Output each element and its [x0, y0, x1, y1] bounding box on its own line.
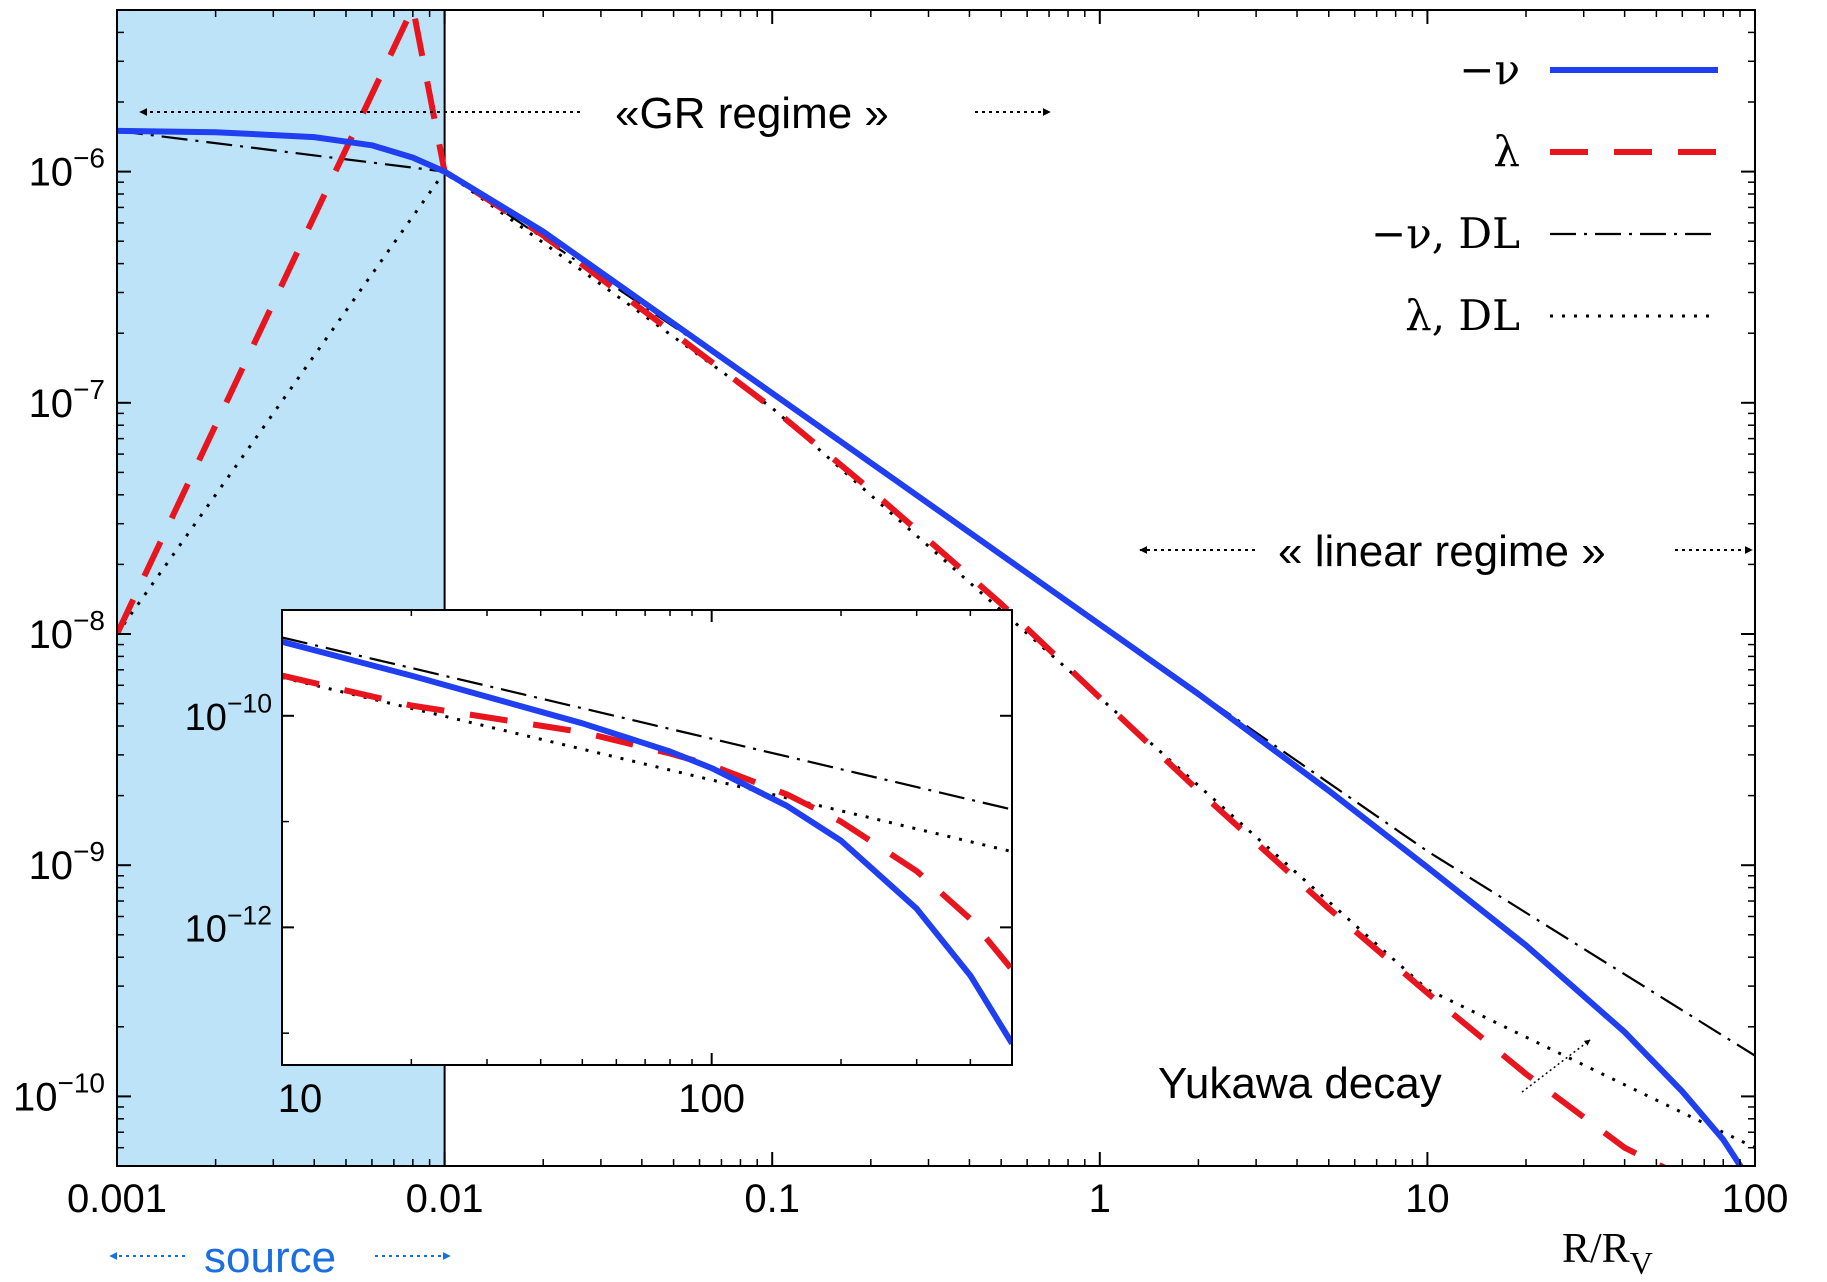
y-tick-label: 10−9: [29, 836, 105, 888]
inset-y-tick-label: 10−10: [185, 689, 272, 739]
yukawa-label: Yukawa decay: [1158, 1059, 1442, 1108]
y-tick-label: 10−7: [29, 374, 105, 426]
main-series-dotted: [117, 170, 1755, 1150]
inset-series-solid: [282, 638, 1012, 1045]
x-tick-label: 0.1: [744, 1177, 800, 1221]
x-tick-label: 0.01: [406, 1177, 484, 1221]
inset-series-dashdot: [282, 636, 1012, 811]
legend: −ν λ −ν, DL λ, DL: [1371, 45, 1718, 340]
y-tick-label: 10−6: [29, 143, 105, 195]
main-series-group: [117, 10, 1755, 1166]
gr-regime-label: «GR regime »: [615, 89, 889, 138]
legend-label: −ν: [1459, 45, 1520, 94]
x-tick-label: 0.001: [67, 1177, 167, 1221]
main-plot-frame: [116, 9, 1756, 1167]
legend-label: −ν, DL: [1371, 209, 1520, 258]
main-series-dashed: [117, 10, 1668, 1166]
inset-series-group: [282, 636, 1012, 1045]
x-axis-label: R/RV: [1562, 1226, 1653, 1281]
inset-x-tick-label: 10: [278, 1077, 323, 1121]
legend-label: λ, DL: [1405, 291, 1520, 340]
legend-label: λ: [1493, 127, 1520, 176]
yukawa-arrow: [1521, 1039, 1591, 1093]
inset-series-dotted: [282, 676, 1012, 854]
y-tick-label: 10−8: [29, 605, 105, 657]
inset-frame: [281, 609, 1013, 1066]
inset-series-dashed: [282, 672, 1012, 972]
inset-ticks-group: 10 100 10−10 10−12: [185, 610, 1012, 1121]
y-tick-label: 10−10: [13, 1067, 105, 1119]
x-tick-label: 10: [1405, 1177, 1450, 1221]
main-ticks-group: 0.001 0.01 0.1 1 10 100 10−6 10−7 10−8 10−9 10−10: [13, 9, 1789, 1221]
source-label: source: [204, 1233, 336, 1282]
inset-x-tick-label: 100: [678, 1077, 745, 1121]
main-series-dashdot: [117, 129, 1755, 1057]
linear-regime-label: « linear regime »: [1278, 527, 1606, 576]
inset-background: [282, 610, 1012, 1065]
x-tick-label: 100: [1722, 1177, 1789, 1221]
main-series-solid: [117, 127, 1744, 1166]
inset-y-tick-label: 10−12: [185, 900, 272, 950]
x-tick-label: 1: [1089, 1177, 1111, 1221]
